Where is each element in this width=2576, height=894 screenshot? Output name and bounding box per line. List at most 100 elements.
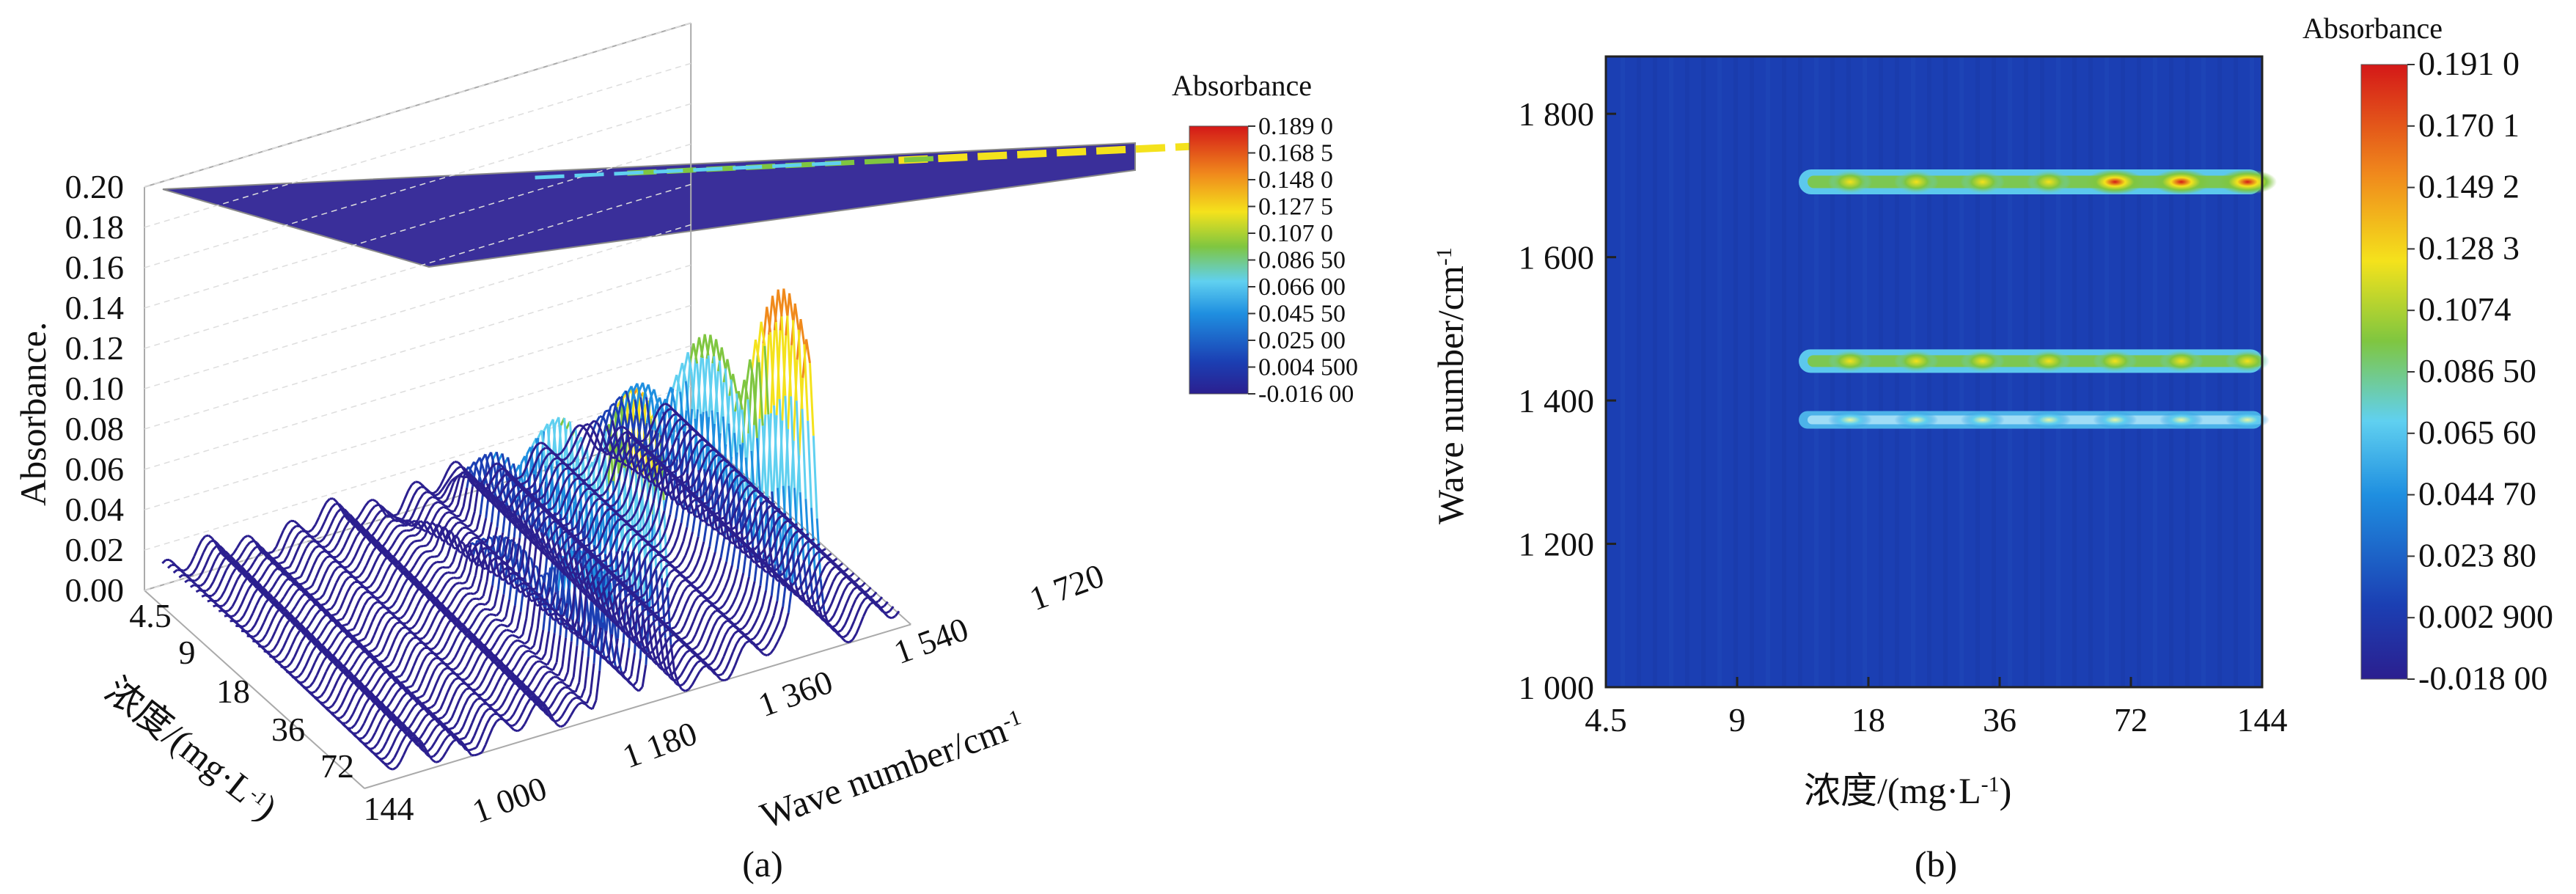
curve-segment bbox=[749, 359, 755, 381]
curve-segment bbox=[496, 675, 503, 683]
curve-segment bbox=[334, 633, 340, 640]
curve-segment bbox=[614, 510, 620, 516]
curve-segment bbox=[374, 596, 379, 600]
curve-segment bbox=[351, 608, 356, 618]
curve-segment bbox=[689, 571, 694, 578]
curve-segment bbox=[665, 664, 671, 670]
curve-segment bbox=[719, 604, 724, 610]
curve-segment bbox=[649, 590, 656, 599]
curve-segment bbox=[323, 566, 330, 575]
curve-segment bbox=[650, 568, 657, 579]
curve-segment bbox=[686, 352, 693, 372]
curve-segment bbox=[353, 658, 359, 666]
curve-segment bbox=[466, 741, 471, 745]
curve-segment bbox=[375, 677, 381, 684]
curve-segment bbox=[698, 337, 704, 359]
curve-segment bbox=[628, 500, 634, 510]
curve-segment bbox=[511, 561, 518, 570]
curve-segment bbox=[652, 613, 658, 620]
curve-segment bbox=[525, 508, 532, 526]
curve-segment bbox=[441, 722, 445, 726]
curve-segment bbox=[562, 622, 567, 626]
curve-segment bbox=[744, 478, 750, 484]
curve-segment bbox=[467, 722, 474, 732]
curve-segment bbox=[554, 673, 559, 677]
curve-segment bbox=[707, 509, 713, 515]
curve-segment bbox=[791, 320, 798, 401]
curve-segment bbox=[680, 688, 686, 692]
curve-segment bbox=[493, 589, 499, 607]
box-edge bbox=[144, 590, 365, 789]
curve-segment bbox=[495, 452, 502, 469]
curve-segment bbox=[381, 643, 387, 653]
curve-segment bbox=[480, 632, 485, 640]
curve-segment bbox=[642, 499, 649, 511]
curve-segment bbox=[561, 709, 567, 717]
curve-segment bbox=[514, 571, 519, 576]
curve-segment bbox=[331, 582, 337, 592]
curve-segment bbox=[614, 620, 620, 624]
curve-segment bbox=[738, 572, 745, 588]
curve-segment bbox=[552, 518, 557, 522]
curve-segment bbox=[534, 577, 540, 590]
curve-segment bbox=[361, 637, 366, 642]
curve-segment bbox=[256, 587, 261, 590]
curve-segment bbox=[215, 603, 221, 607]
curve-segment bbox=[645, 614, 651, 620]
curve-segment bbox=[641, 649, 647, 655]
curve-segment bbox=[367, 569, 373, 578]
curve-segment bbox=[667, 480, 672, 486]
curve-segment bbox=[411, 549, 417, 555]
curve-segment bbox=[766, 505, 771, 510]
curve-segment bbox=[521, 688, 525, 692]
curve-segment bbox=[488, 547, 493, 552]
curve-segment bbox=[738, 547, 744, 554]
curve-segment bbox=[263, 613, 269, 623]
curve-segment bbox=[437, 517, 444, 526]
curve-segment bbox=[389, 726, 395, 735]
curve-segment bbox=[672, 485, 678, 491]
curve-segment bbox=[722, 416, 728, 478]
curve-segment bbox=[568, 698, 574, 705]
curve-segment bbox=[312, 639, 318, 643]
curve-segment bbox=[691, 463, 697, 473]
curve-segment bbox=[755, 563, 761, 569]
curve-segment bbox=[615, 582, 621, 587]
curve-segment bbox=[239, 615, 245, 621]
curve-segment bbox=[515, 611, 522, 629]
curve-segment bbox=[528, 593, 533, 597]
curve-segment bbox=[464, 601, 470, 609]
curve-segment bbox=[433, 711, 438, 715]
curve-segment bbox=[673, 403, 680, 439]
curve-segment bbox=[866, 587, 872, 593]
curve-segment bbox=[723, 615, 729, 620]
curve-segment bbox=[719, 656, 725, 665]
curve-segment bbox=[602, 439, 609, 490]
curve-segment bbox=[452, 522, 458, 528]
curve-segment bbox=[532, 628, 539, 646]
curve-segment bbox=[381, 702, 386, 708]
curve-segment bbox=[674, 565, 679, 569]
curve-segment bbox=[554, 512, 559, 516]
curve-segment bbox=[889, 606, 895, 612]
curve-segment bbox=[425, 710, 431, 716]
curve-segment bbox=[667, 648, 672, 656]
curve-segment bbox=[474, 752, 479, 757]
curve-segment bbox=[498, 562, 503, 566]
curve-segment bbox=[556, 676, 562, 681]
curve-segment bbox=[510, 568, 515, 574]
curve-segment bbox=[740, 631, 746, 636]
curve-segment bbox=[624, 647, 631, 672]
curve-segment bbox=[470, 592, 474, 596]
curve-segment bbox=[783, 546, 789, 557]
curve-segment bbox=[621, 568, 627, 576]
curve-segment bbox=[298, 582, 304, 586]
curve-segment bbox=[424, 666, 430, 675]
curve-segment bbox=[807, 420, 813, 508]
curve-segment bbox=[363, 715, 369, 724]
curve-segment bbox=[835, 631, 841, 637]
curve-segment bbox=[701, 609, 708, 618]
curve-segment bbox=[207, 599, 212, 603]
curve-segment bbox=[462, 487, 469, 508]
